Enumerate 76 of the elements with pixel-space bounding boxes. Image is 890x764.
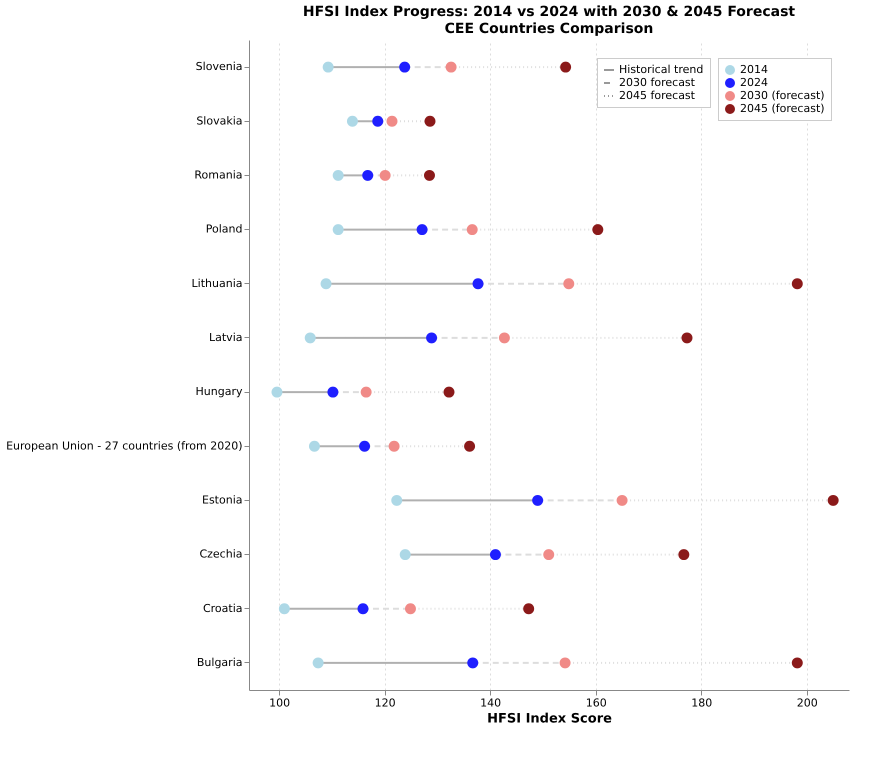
- legend-label: 2014: [740, 63, 768, 76]
- y-tick-label: Estonia: [202, 493, 242, 506]
- point: [322, 62, 334, 73]
- point: [682, 332, 692, 344]
- y-tick-label: Hungary: [196, 385, 243, 398]
- point: [332, 170, 344, 181]
- point: [792, 278, 803, 290]
- y-tick-label: Slovenia: [196, 60, 242, 74]
- point: [424, 170, 435, 181]
- annotation: 2045 forecast: [619, 89, 696, 102]
- point: [444, 386, 454, 398]
- point: [416, 224, 428, 236]
- y-tick-label: Czechia: [199, 548, 242, 561]
- point: [466, 224, 478, 236]
- point: [359, 440, 370, 452]
- y-tick-label: Poland: [206, 222, 242, 236]
- point: [388, 440, 400, 452]
- point: [327, 386, 338, 398]
- point: [563, 278, 574, 290]
- point: [592, 224, 604, 236]
- point: [532, 494, 544, 506]
- point: [362, 170, 374, 181]
- point: [678, 549, 690, 560]
- chart-title: HFSI Index Progress: 2014 vs 2024 with 2030 & 2045 Forecast: [302, 4, 796, 20]
- y-tick-label: Slovakia: [196, 114, 242, 128]
- point: [386, 116, 398, 127]
- point: [400, 549, 411, 560]
- point: [360, 386, 372, 398]
- point: [271, 386, 282, 398]
- point: [380, 170, 391, 181]
- point: [320, 278, 332, 290]
- point: [426, 332, 438, 344]
- point: [498, 332, 510, 344]
- x-tick-label: 200: [796, 696, 818, 710]
- x-tick-label: 100: [269, 696, 290, 710]
- y-tick-label: European Union - 27 countries (from 2020): [6, 439, 242, 452]
- point: [358, 603, 368, 614]
- point: [405, 603, 416, 614]
- point: [372, 116, 384, 127]
- point: [472, 278, 484, 290]
- y-tick-label: Romania: [194, 168, 242, 182]
- annotation: Historical trend: [619, 63, 704, 76]
- x-tick-label: 160: [586, 696, 607, 710]
- x-tick-label: 140: [480, 696, 502, 710]
- y-tick-label: Lithuania: [192, 276, 242, 290]
- point: [543, 549, 554, 560]
- y-tick-label: Croatia: [202, 602, 242, 615]
- point: [616, 494, 628, 506]
- legend-label: 2045 (forecast): [740, 102, 825, 115]
- point: [346, 116, 358, 127]
- point: [424, 116, 436, 127]
- point: [399, 62, 410, 73]
- x-axis-title: HFSI Index Score: [487, 712, 612, 726]
- legend-label: 2024: [740, 76, 768, 89]
- y-tick-label: Bulgaria: [196, 656, 242, 669]
- point: [464, 440, 476, 452]
- point: [391, 494, 402, 506]
- annotation: 2030 forecast: [619, 76, 696, 89]
- y-tick-label: Latvia: [209, 330, 242, 344]
- point: [332, 224, 344, 236]
- point: [278, 603, 290, 614]
- chart-subtitle: CEE Countries Comparison: [444, 21, 654, 37]
- point: [304, 332, 316, 344]
- point: [792, 657, 803, 668]
- point: [523, 603, 534, 614]
- point: [312, 657, 324, 668]
- x-tick-label: 180: [691, 696, 712, 710]
- point: [490, 549, 501, 560]
- point: [560, 657, 571, 668]
- point: [560, 62, 572, 73]
- legend-label: 2030 (forecast): [740, 89, 825, 102]
- x-tick-label: 120: [374, 696, 396, 710]
- point: [828, 494, 839, 506]
- point: [308, 440, 320, 452]
- point: [446, 62, 457, 73]
- point: [467, 657, 478, 668]
